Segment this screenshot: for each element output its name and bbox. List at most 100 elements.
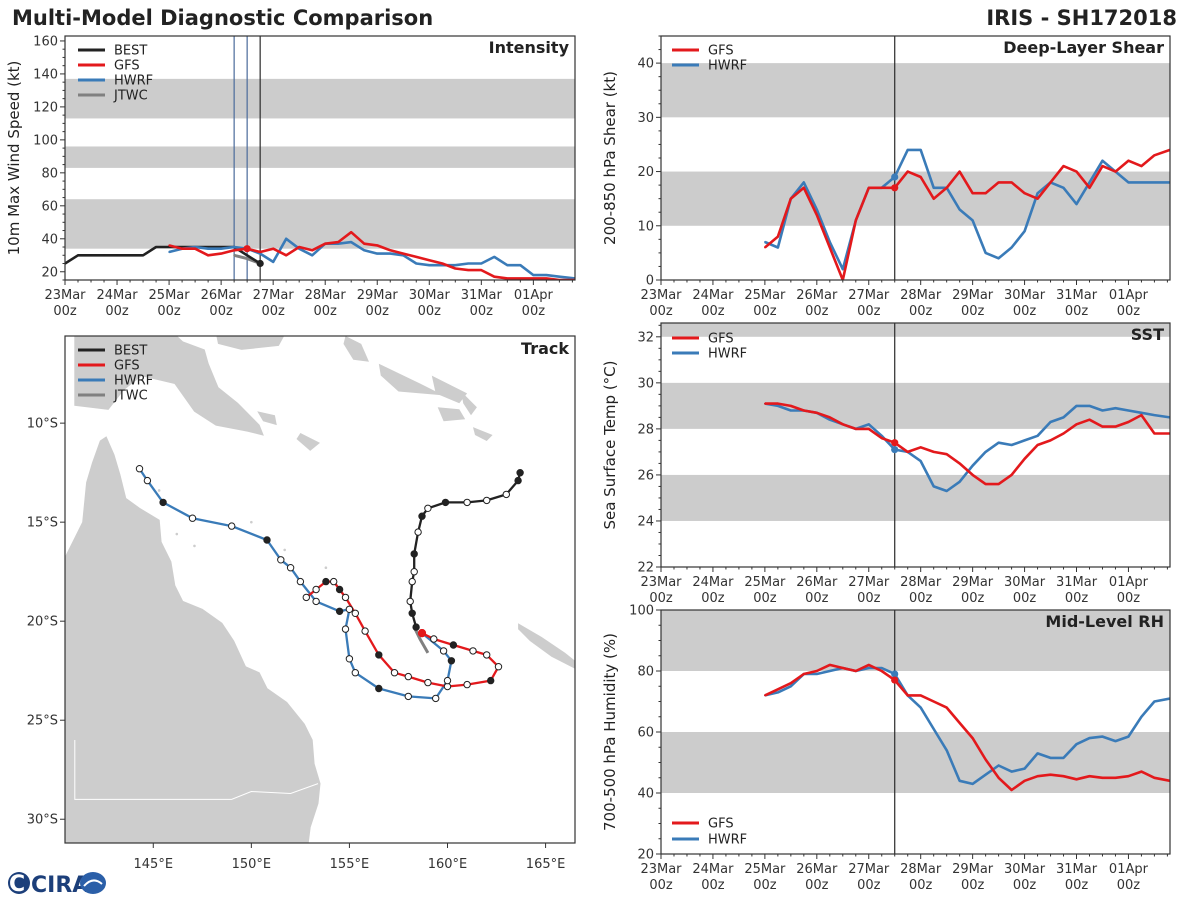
rh-xtick-sublabel-8: 00z xyxy=(1065,878,1089,893)
track-point-gfs-9 xyxy=(424,678,432,687)
shear-point-hwrf-23 xyxy=(1062,186,1065,189)
sst-legend-label-gfs: GFS xyxy=(708,332,734,347)
rh-xtick-sublabel-1: 00z xyxy=(701,878,725,893)
sst-xtick-label-0: 23Mar xyxy=(640,575,682,590)
intensity-xtick-label-6: 29Mar xyxy=(357,288,399,303)
rh-point-hwrf-30 xyxy=(1153,700,1156,703)
sst-point-hwrf-19 xyxy=(1010,444,1013,446)
track-point-gfs-4 xyxy=(483,651,491,659)
intensity-point-gfs-8 xyxy=(272,247,275,250)
intensity-point-hwrf-19 xyxy=(415,262,418,265)
intensity-ylabel: 10m Max Wind Speed (kt) xyxy=(5,61,23,256)
rh-point-gfs-18 xyxy=(997,776,1000,779)
shear-legend-label-gfs: GFS xyxy=(708,44,734,59)
storm-id: IRIS - SH172018 xyxy=(986,6,1177,30)
track-legend-label-hwrf: HWRF xyxy=(114,374,153,389)
shear-xtick-sublabel-8: 00z xyxy=(1065,304,1089,319)
intensity-band-1 xyxy=(65,146,575,168)
shear-point-gfs-18 xyxy=(997,181,1000,184)
intensity-point-hwrf-25 xyxy=(493,256,496,258)
panel-rh: 2040608010023Mar00z24Mar00z25Mar00z26Mar… xyxy=(601,604,1171,893)
sst-point-gfs-10 xyxy=(891,439,899,447)
track-point-hwrf-2 xyxy=(447,657,456,665)
track-point-hwrf-3 xyxy=(443,676,452,685)
intensity-point-gfs-16 xyxy=(376,244,379,247)
intensity-point-hwrf-16 xyxy=(376,252,379,255)
shear-point-gfs-14 xyxy=(945,186,948,189)
intensity-point-best-7 xyxy=(155,246,158,248)
intensity-xtick-sublabel-0: 00z xyxy=(53,304,77,319)
shear-xtick-sublabel-5: 00z xyxy=(909,304,933,319)
sst-band-0 xyxy=(661,474,1170,521)
track-xtick-label-0: 145°E xyxy=(134,857,174,872)
map-island-new-georgia xyxy=(378,363,444,396)
rh-point-gfs-23 xyxy=(1062,775,1065,778)
intensity-title: Intensity xyxy=(489,38,570,57)
rh-point-hwrf-5 xyxy=(828,670,831,672)
intensity-point-hwrf-14 xyxy=(350,241,353,244)
shear-point-gfs-17 xyxy=(984,192,987,195)
track-point-hwrf-9 xyxy=(341,625,350,633)
intensity-point-jtwc-0 xyxy=(233,254,236,257)
shear-point-gfs-5 xyxy=(828,246,831,249)
intensity-point-hwrf-9 xyxy=(285,237,288,240)
map-land-new-guinea xyxy=(74,336,264,436)
rh-xtick-label-3: 26Mar xyxy=(796,862,838,877)
track-ytick-label-2: 20°S xyxy=(27,615,58,630)
sst-xtick-sublabel-0: 00z xyxy=(649,591,673,606)
intensity-point-hwrf-5 xyxy=(233,246,236,248)
intensity-point-gfs-28 xyxy=(532,277,535,280)
intensity-point-best-1 xyxy=(77,254,79,257)
sst-point-hwrf-26 xyxy=(1101,409,1104,412)
rh-point-hwrf-18 xyxy=(997,764,1000,767)
sst-point-hwrf-29 xyxy=(1140,411,1143,414)
shear-legend-label-hwrf: HWRF xyxy=(708,59,747,74)
intensity-point-gfs-3 xyxy=(207,254,210,257)
rh-xtick-label-0: 23Mar xyxy=(640,862,682,877)
shear-point-hwrf-18 xyxy=(997,257,1000,260)
intensity-band-0 xyxy=(65,199,575,249)
sst-point-gfs-23 xyxy=(1062,432,1065,435)
intensity-point-best-6 xyxy=(142,254,145,257)
track-hwrf xyxy=(138,468,453,700)
sst-legend-label-hwrf: HWRF xyxy=(708,347,747,362)
sst-point-hwrf-16 xyxy=(971,464,974,467)
shear-point-hwrf-25 xyxy=(1088,181,1091,184)
sst-point-hwrf-18 xyxy=(997,441,1000,444)
sst-xtick-label-1: 24Mar xyxy=(692,575,734,590)
track-point-gfs-17 xyxy=(330,577,338,586)
intensity-point-hwrf-20 xyxy=(428,264,431,267)
shear-point-gfs-22 xyxy=(1049,181,1052,184)
track-point-best-2 xyxy=(502,490,510,499)
cira-logo-mark: C CIRA xyxy=(8,872,106,898)
sst-point-gfs-29 xyxy=(1140,414,1143,416)
intensity-xtick-label-3: 26Mar xyxy=(201,288,243,303)
track-point-best-0 xyxy=(516,469,524,477)
shear-point-hwrf-6 xyxy=(841,268,844,271)
sst-xtick-label-9: 01Apr xyxy=(1109,575,1149,590)
shear-point-gfs-9 xyxy=(880,186,883,189)
map-island-makira xyxy=(473,427,493,441)
intensity-xtick-label-7: 30Mar xyxy=(409,288,451,303)
shear-point-gfs-11 xyxy=(906,170,909,173)
intensity-point-gfs-26 xyxy=(506,277,509,280)
intensity-point-gfs-25 xyxy=(493,275,496,278)
panel-intensity: 2040608010012014016023Mar00z24Mar00z25Ma… xyxy=(5,34,576,319)
panel-sst: 22242628303223Mar00z24Mar00z25Mar00z26Ma… xyxy=(601,322,1171,606)
intensity-xtick-sublabel-2: 00z xyxy=(157,304,181,319)
rh-point-gfs-25 xyxy=(1088,775,1091,778)
sst-plot-area xyxy=(661,323,1170,567)
intensity-xtick-sublabel-9: 00z xyxy=(522,304,546,319)
track-point-gfs-18 xyxy=(322,577,330,586)
sst-ytick-label-3: 28 xyxy=(637,422,654,437)
intensity-xtick-label-2: 25Mar xyxy=(149,288,191,303)
map-reef-3 xyxy=(250,520,253,524)
intensity-point-gfs-5 xyxy=(233,249,236,252)
track-point-hwrf-12 xyxy=(312,597,320,606)
shear-ylabel: 200-850 hPa Shear (kt) xyxy=(601,71,619,245)
sst-point-gfs-3 xyxy=(802,409,805,412)
shear-point-hwrf-24 xyxy=(1075,203,1078,206)
intensity-legend-label-hwrf: HWRF xyxy=(114,74,153,89)
rh-xtick-label-1: 24Mar xyxy=(692,862,734,877)
sst-point-gfs-12 xyxy=(919,446,922,449)
